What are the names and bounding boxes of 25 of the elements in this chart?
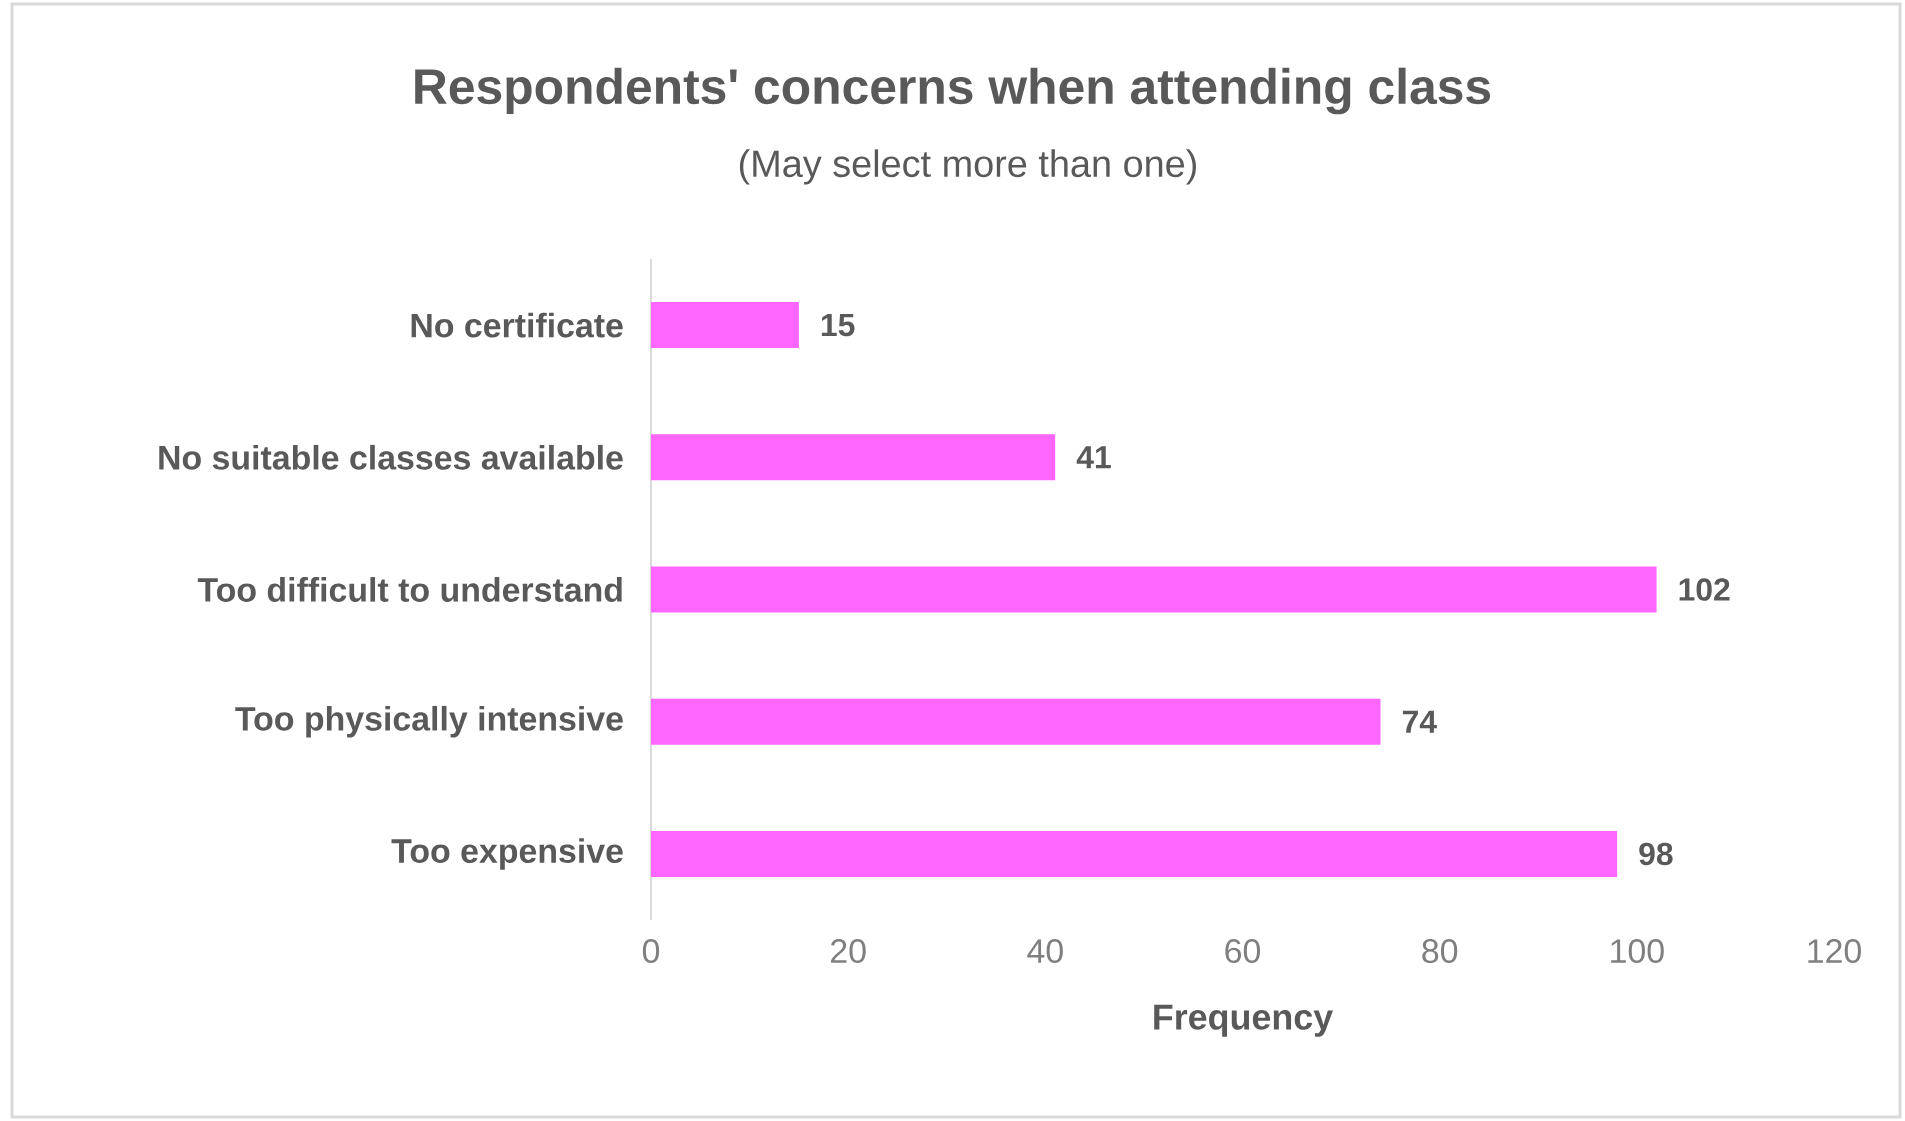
data-label: 98	[1639, 842, 1673, 866]
bar	[651, 302, 799, 349]
data-label: 15	[821, 313, 855, 337]
x-tick-label: 120	[1808, 939, 1861, 964]
y-tick-label: Too difficult to understand	[197, 577, 622, 602]
x-axis-title: Frequency	[1154, 1004, 1333, 1037]
y-tick-label: No suitable classes available	[159, 444, 623, 470]
bar	[651, 698, 1381, 745]
chart-title: Respondents' concerns when attending class	[415, 67, 1491, 115]
x-tick-label: 100	[1611, 939, 1664, 964]
x-tick-label: 80	[1422, 939, 1458, 964]
chart-subtitle: (May select more than one)	[739, 149, 1196, 185]
y-tick-label: No certificate	[411, 312, 623, 338]
y-tick-label: Too expensive	[391, 838, 623, 870]
x-tick-label: 60	[1225, 939, 1261, 964]
x-tick-label: 0	[642, 939, 660, 964]
data-label: 41	[1076, 446, 1111, 469]
data-label: 74	[1402, 710, 1437, 733]
bar	[651, 434, 1056, 481]
x-tick-label: 40	[1027, 939, 1063, 964]
bar	[651, 830, 1618, 877]
x-tick-label: 20	[831, 939, 866, 964]
y-tick-label: Too physically intensive	[235, 705, 623, 738]
bar	[651, 566, 1657, 613]
data-label: 102	[1679, 578, 1730, 601]
